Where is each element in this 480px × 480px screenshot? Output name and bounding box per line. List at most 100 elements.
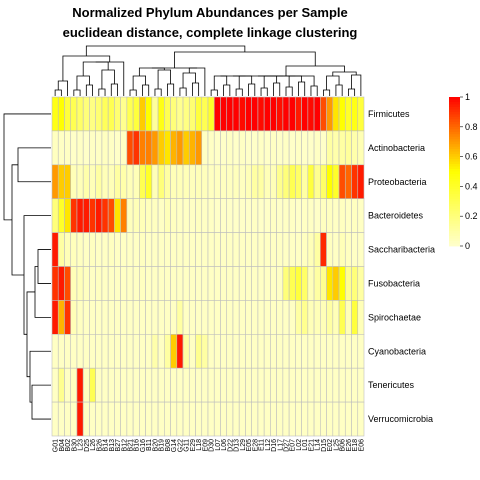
column-label: B12: [121, 439, 128, 452]
heatmap-cell: [70, 164, 78, 200]
heatmap-cell: [320, 164, 327, 200]
heatmap-cell: [151, 96, 159, 132]
heatmap-cell: [213, 401, 221, 437]
column-dendro-branch: [235, 88, 243, 96]
heatmap-cell: [70, 333, 78, 369]
heatmap-cell: [89, 130, 96, 166]
heatmap-cell: [232, 266, 240, 301]
heatmap-cell: [51, 198, 59, 233]
heatmap-cell: [89, 401, 96, 437]
colorbar-segment: [449, 238, 460, 242]
column-label: E26: [346, 439, 353, 452]
heatmap-cell: [226, 164, 234, 200]
heatmap-cell: [57, 266, 65, 301]
colorbar-segment: [449, 213, 460, 217]
row-label: Firmicutes: [368, 109, 410, 119]
colorbar-segment: [449, 221, 460, 225]
heatmap-cell: [188, 266, 196, 301]
heatmap-cell: [245, 164, 252, 200]
column-label: L06: [221, 439, 228, 451]
heatmap-cell: [263, 367, 271, 403]
column-label: B16: [134, 439, 141, 452]
heatmap-cell: [263, 96, 271, 132]
column-label: G16: [140, 439, 147, 452]
heatmap-cell: [182, 300, 190, 335]
heatmap-cell: [188, 164, 196, 200]
column-label: L07: [215, 439, 222, 451]
column-label: E29: [190, 439, 197, 452]
column-label: B06: [340, 439, 347, 452]
heatmap-cell: [295, 198, 302, 233]
heatmap-cell: [326, 367, 334, 403]
heatmap-cell: [245, 130, 252, 166]
heatmap-cell: [276, 198, 284, 233]
heatmap-cell: [351, 198, 359, 233]
heatmap-cell: [332, 266, 340, 301]
colorbar-segment: [449, 193, 460, 197]
heatmap-cell: [245, 367, 252, 403]
heatmap-cell: [357, 333, 365, 369]
heatmap-cell: [70, 96, 78, 132]
heatmap-cell: [351, 232, 359, 267]
row-label: Fusobacteria: [368, 278, 420, 288]
heatmap-cell: [245, 333, 252, 369]
heatmap-cell: [313, 266, 321, 301]
colorbar-segment: [449, 171, 460, 175]
column-dendro-branch: [62, 55, 111, 81]
heatmap-cell: [139, 198, 146, 233]
heatmap-cell: [245, 198, 252, 233]
heatmap-cell: [70, 300, 78, 335]
heatmap-cell: [157, 367, 165, 403]
heatmap-cell: [332, 198, 340, 233]
heatmap-cell: [276, 300, 284, 335]
heatmap-cell: [82, 333, 90, 369]
heatmap-cell: [126, 232, 134, 267]
heatmap-cell: [307, 130, 315, 166]
heatmap-cell: [357, 198, 365, 233]
heatmap-cell: [238, 367, 246, 403]
heatmap-cell: [151, 232, 159, 267]
heatmap-cell: [338, 266, 346, 301]
column-dendro-branch: [285, 86, 293, 96]
column-label: B11: [146, 439, 153, 451]
heatmap-cell: [139, 333, 146, 369]
heatmap-cell: [51, 333, 59, 369]
heatmap-cell: [326, 130, 334, 166]
colorbar-segment: [449, 114, 460, 118]
heatmap-cell: [313, 401, 321, 437]
column-dendro-branch: [248, 83, 256, 96]
heatmap-cell: [164, 232, 171, 267]
heatmap-cell: [164, 96, 171, 132]
heatmap-cell: [282, 401, 290, 437]
colorbar-segment: [449, 161, 460, 165]
heatmap-cell: [351, 367, 359, 403]
column-dendro-branch: [192, 82, 200, 96]
heatmap-cell: [57, 401, 65, 437]
column-dendro-branch: [138, 67, 165, 76]
heatmap-cell: [344, 333, 352, 369]
heatmap-cell: [132, 401, 140, 437]
heatmap-cell: [282, 266, 290, 301]
heatmap-cell: [238, 300, 246, 335]
heatmap-cell: [126, 367, 134, 403]
heatmap-cell: [226, 232, 234, 267]
column-dendro-branch: [310, 85, 318, 96]
heatmap-cell: [95, 300, 103, 335]
heatmap-cell: [76, 300, 84, 335]
column-label: L29: [240, 439, 247, 451]
heatmap-cell: [320, 367, 327, 403]
heatmap-cell: [176, 232, 184, 267]
heatmap-cell: [351, 300, 359, 335]
heatmap-cell: [70, 130, 78, 166]
heatmap-cell: [270, 401, 277, 437]
heatmap-cell: [307, 232, 315, 267]
heatmap-cell: [263, 198, 271, 233]
heatmap-cell: [251, 401, 259, 437]
colorbar-segment: [449, 241, 460, 244]
heatmap-cell: [288, 232, 296, 267]
colorbar-segment: [449, 201, 460, 205]
heatmap-cell: [70, 401, 78, 437]
heatmap-cell: [238, 164, 246, 200]
heatmap-cell: [351, 130, 359, 166]
colorbar-segment: [449, 156, 460, 160]
